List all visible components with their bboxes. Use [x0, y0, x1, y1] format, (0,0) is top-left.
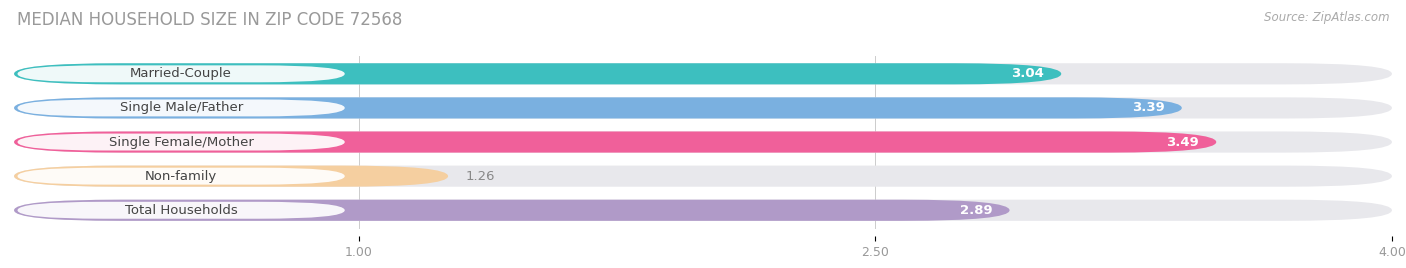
FancyBboxPatch shape — [17, 168, 344, 185]
FancyBboxPatch shape — [17, 65, 344, 82]
FancyBboxPatch shape — [14, 200, 1392, 221]
Text: 3.49: 3.49 — [1167, 136, 1199, 148]
FancyBboxPatch shape — [14, 63, 1392, 84]
Text: Total Households: Total Households — [125, 204, 238, 217]
FancyBboxPatch shape — [14, 132, 1216, 152]
Text: 1.26: 1.26 — [465, 170, 495, 183]
Text: Source: ZipAtlas.com: Source: ZipAtlas.com — [1264, 11, 1389, 24]
Text: 2.89: 2.89 — [960, 204, 993, 217]
FancyBboxPatch shape — [14, 200, 1010, 221]
Text: 3.04: 3.04 — [1011, 67, 1045, 80]
FancyBboxPatch shape — [17, 202, 344, 219]
FancyBboxPatch shape — [17, 133, 344, 151]
FancyBboxPatch shape — [14, 132, 1392, 152]
FancyBboxPatch shape — [14, 166, 449, 187]
FancyBboxPatch shape — [14, 97, 1182, 118]
FancyBboxPatch shape — [14, 63, 1062, 84]
Text: Single Female/Mother: Single Female/Mother — [108, 136, 253, 148]
Text: 3.39: 3.39 — [1132, 101, 1164, 114]
Text: Non-family: Non-family — [145, 170, 218, 183]
Text: MEDIAN HOUSEHOLD SIZE IN ZIP CODE 72568: MEDIAN HOUSEHOLD SIZE IN ZIP CODE 72568 — [17, 11, 402, 29]
FancyBboxPatch shape — [17, 99, 344, 116]
FancyBboxPatch shape — [14, 97, 1392, 118]
FancyBboxPatch shape — [14, 166, 1392, 187]
Text: Married-Couple: Married-Couple — [131, 67, 232, 80]
Text: Single Male/Father: Single Male/Father — [120, 101, 243, 114]
